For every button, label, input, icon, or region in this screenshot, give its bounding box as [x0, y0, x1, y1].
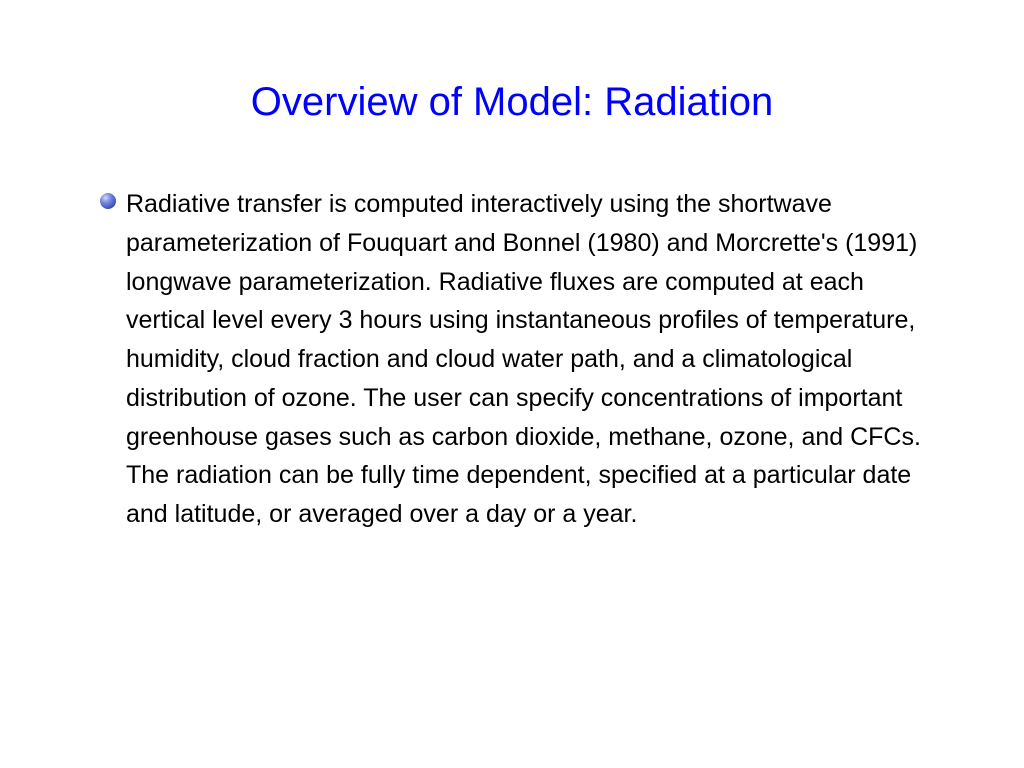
- content-block: Radiative transfer is computed interacti…: [100, 185, 924, 534]
- slide-container: Overview of Model: Radiation Radiative t…: [0, 0, 1024, 768]
- bullet-icon: [100, 193, 116, 209]
- body-paragraph: Radiative transfer is computed interacti…: [126, 185, 924, 534]
- slide-title: Overview of Model: Radiation: [100, 80, 924, 125]
